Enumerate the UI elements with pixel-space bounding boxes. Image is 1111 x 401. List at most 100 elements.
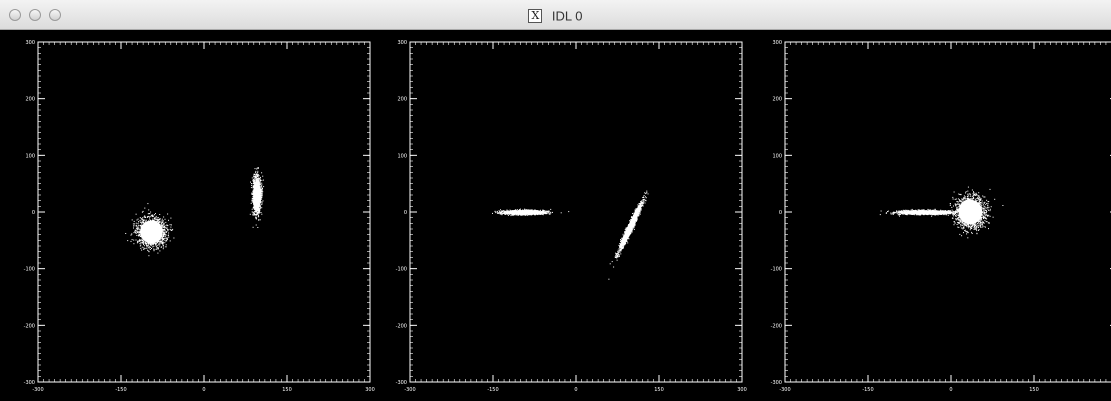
scatter-point	[147, 226, 148, 228]
scatter-point	[257, 194, 259, 196]
scatter-point	[253, 203, 255, 205]
scatter-point	[167, 229, 169, 231]
scatter-point	[258, 211, 260, 213]
scatter-point	[139, 231, 140, 233]
scatter-point	[147, 236, 149, 238]
scatter-point	[254, 175, 256, 177]
minimize-button[interactable]	[29, 9, 41, 21]
scatter-point	[167, 234, 169, 236]
scatter-point	[161, 225, 162, 227]
scatter-point	[135, 239, 137, 241]
scatter-point	[153, 233, 155, 235]
scatter-point	[150, 225, 152, 227]
scatter-point	[157, 244, 159, 246]
close-button[interactable]	[9, 9, 21, 21]
scatter-point	[151, 233, 153, 235]
scatter-point	[146, 235, 148, 237]
scatter-point	[253, 209, 255, 210]
scatter-point	[548, 213, 550, 215]
scatter-point	[150, 234, 152, 236]
scatter-point	[531, 214, 533, 215]
x-tick-label: -150	[487, 387, 498, 393]
scatter-point	[254, 187, 256, 189]
scatter-point	[151, 227, 153, 229]
scatter-point	[257, 197, 259, 199]
scatter-point	[254, 194, 256, 196]
scatter-point	[142, 242, 144, 244]
scatter-point	[150, 226, 152, 228]
scatter-point	[139, 217, 141, 219]
scatter-point	[259, 184, 261, 186]
scatter-point	[154, 241, 156, 243]
scatter-point	[542, 210, 544, 212]
scatter-point	[254, 198, 256, 200]
scatter-point	[151, 230, 153, 232]
scatter-point	[165, 231, 167, 233]
scatter-point	[496, 210, 498, 212]
scatter-point	[148, 230, 150, 232]
scatter-point	[153, 237, 154, 239]
scatter-point	[251, 184, 253, 186]
scatter-point	[136, 231, 138, 233]
scatter-point	[161, 235, 163, 237]
scatter-point	[258, 188, 259, 190]
scatter-point	[144, 227, 146, 229]
zoom-button[interactable]	[49, 9, 61, 21]
scatter-point	[146, 228, 148, 229]
scatter-point	[168, 236, 170, 238]
scatter-point	[157, 219, 159, 221]
scatter-point	[167, 225, 169, 227]
scatter-point	[255, 186, 257, 188]
scatter-point	[147, 229, 149, 231]
scatter-point	[255, 208, 256, 210]
scatter-point	[260, 205, 262, 207]
scatter-point	[157, 231, 159, 233]
y-tick-label: 200	[397, 97, 407, 103]
scatter-point	[254, 192, 256, 194]
scatter-point	[157, 238, 159, 240]
scatter-point	[253, 175, 255, 177]
scatter-point	[143, 216, 145, 218]
scatter-point	[142, 239, 144, 241]
scatter-point	[147, 236, 149, 238]
scatter-point	[133, 227, 134, 229]
title-bar[interactable]: X IDL 0	[0, 0, 1111, 30]
scatter-point	[140, 247, 142, 249]
scatter-point	[154, 232, 156, 234]
scatter-point	[257, 199, 259, 201]
scatter-point	[161, 236, 163, 238]
scatter-point	[257, 175, 259, 177]
scatter-point	[258, 190, 260, 192]
scatter-point	[161, 246, 163, 248]
scatter-point	[256, 207, 257, 209]
scatter-point	[254, 191, 256, 193]
scatter-point	[165, 221, 167, 223]
scatter-point	[257, 180, 259, 181]
scatter-point	[145, 221, 147, 223]
scatter-point	[257, 192, 259, 194]
scatter-point	[255, 206, 257, 208]
scatter-point	[147, 230, 149, 232]
scatter-point	[253, 206, 255, 208]
scatter-point	[256, 203, 258, 205]
scatter-point	[144, 239, 146, 241]
scatter-point	[151, 214, 153, 216]
scatter-point	[164, 227, 166, 229]
scatter-point	[157, 218, 159, 220]
scatter-point	[163, 222, 165, 224]
scatter-point	[136, 225, 138, 227]
scatter-point	[145, 237, 147, 239]
scatter-point	[154, 239, 156, 241]
scatter-point	[163, 244, 164, 246]
scatter-point	[256, 195, 257, 197]
scatter-point	[130, 234, 132, 236]
scatter-point	[260, 176, 261, 178]
scatter-point	[159, 236, 161, 237]
scatter-point	[134, 229, 136, 231]
scatter-point	[155, 229, 157, 231]
scatter-point	[257, 195, 259, 197]
scatter-point	[252, 187, 254, 189]
scatter-point	[160, 240, 162, 242]
scatter-point	[144, 215, 146, 217]
scatter-point	[156, 233, 158, 235]
